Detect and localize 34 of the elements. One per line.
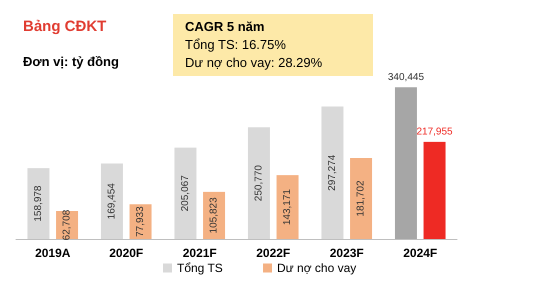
legend-label: Tổng TS bbox=[177, 261, 223, 275]
bar bbox=[27, 168, 50, 239]
data-label: 205,067 bbox=[180, 174, 191, 212]
bar bbox=[350, 158, 372, 239]
data-label: 77,933 bbox=[135, 206, 146, 237]
data-label: 143,171 bbox=[282, 188, 294, 226]
bar bbox=[424, 142, 446, 239]
x-tick-label: 2020F bbox=[109, 246, 144, 260]
bar bbox=[276, 175, 299, 239]
data-label: 250,770 bbox=[253, 164, 264, 202]
legend-label: Dư nợ cho vay bbox=[277, 261, 356, 275]
data-label: 297,274 bbox=[326, 154, 338, 191]
data-label: 181,702 bbox=[356, 180, 367, 217]
text: CAGR 5 năm bbox=[185, 19, 264, 34]
data-label: 217,955 bbox=[416, 126, 454, 138]
chart-subtitle: Đơn vị: tỷ đồng bbox=[23, 54, 119, 69]
x-tick-label: 2023F bbox=[330, 246, 364, 260]
bar bbox=[100, 163, 123, 239]
data-label: 158,978 bbox=[32, 185, 44, 222]
x-tick-label: 2021F bbox=[182, 246, 217, 260]
bar bbox=[248, 127, 270, 239]
chart-title: Bảng CĐKT bbox=[23, 18, 106, 35]
data-label: 340,445 bbox=[388, 72, 424, 83]
bar bbox=[321, 106, 344, 239]
x-tick-label: 2024F bbox=[403, 246, 438, 260]
bar bbox=[394, 87, 417, 239]
x-tick-label: 2019A bbox=[35, 246, 71, 260]
data-label: 105,823 bbox=[208, 196, 220, 234]
data-label: 169,454 bbox=[106, 182, 118, 220]
data-label: 62,708 bbox=[62, 209, 73, 240]
bar bbox=[174, 148, 196, 239]
text: Dư nợ cho vay: 28.29% bbox=[185, 55, 323, 70]
x-tick-label: 2022F bbox=[256, 246, 290, 260]
text: Tổng TS: 16.75% bbox=[185, 37, 286, 52]
